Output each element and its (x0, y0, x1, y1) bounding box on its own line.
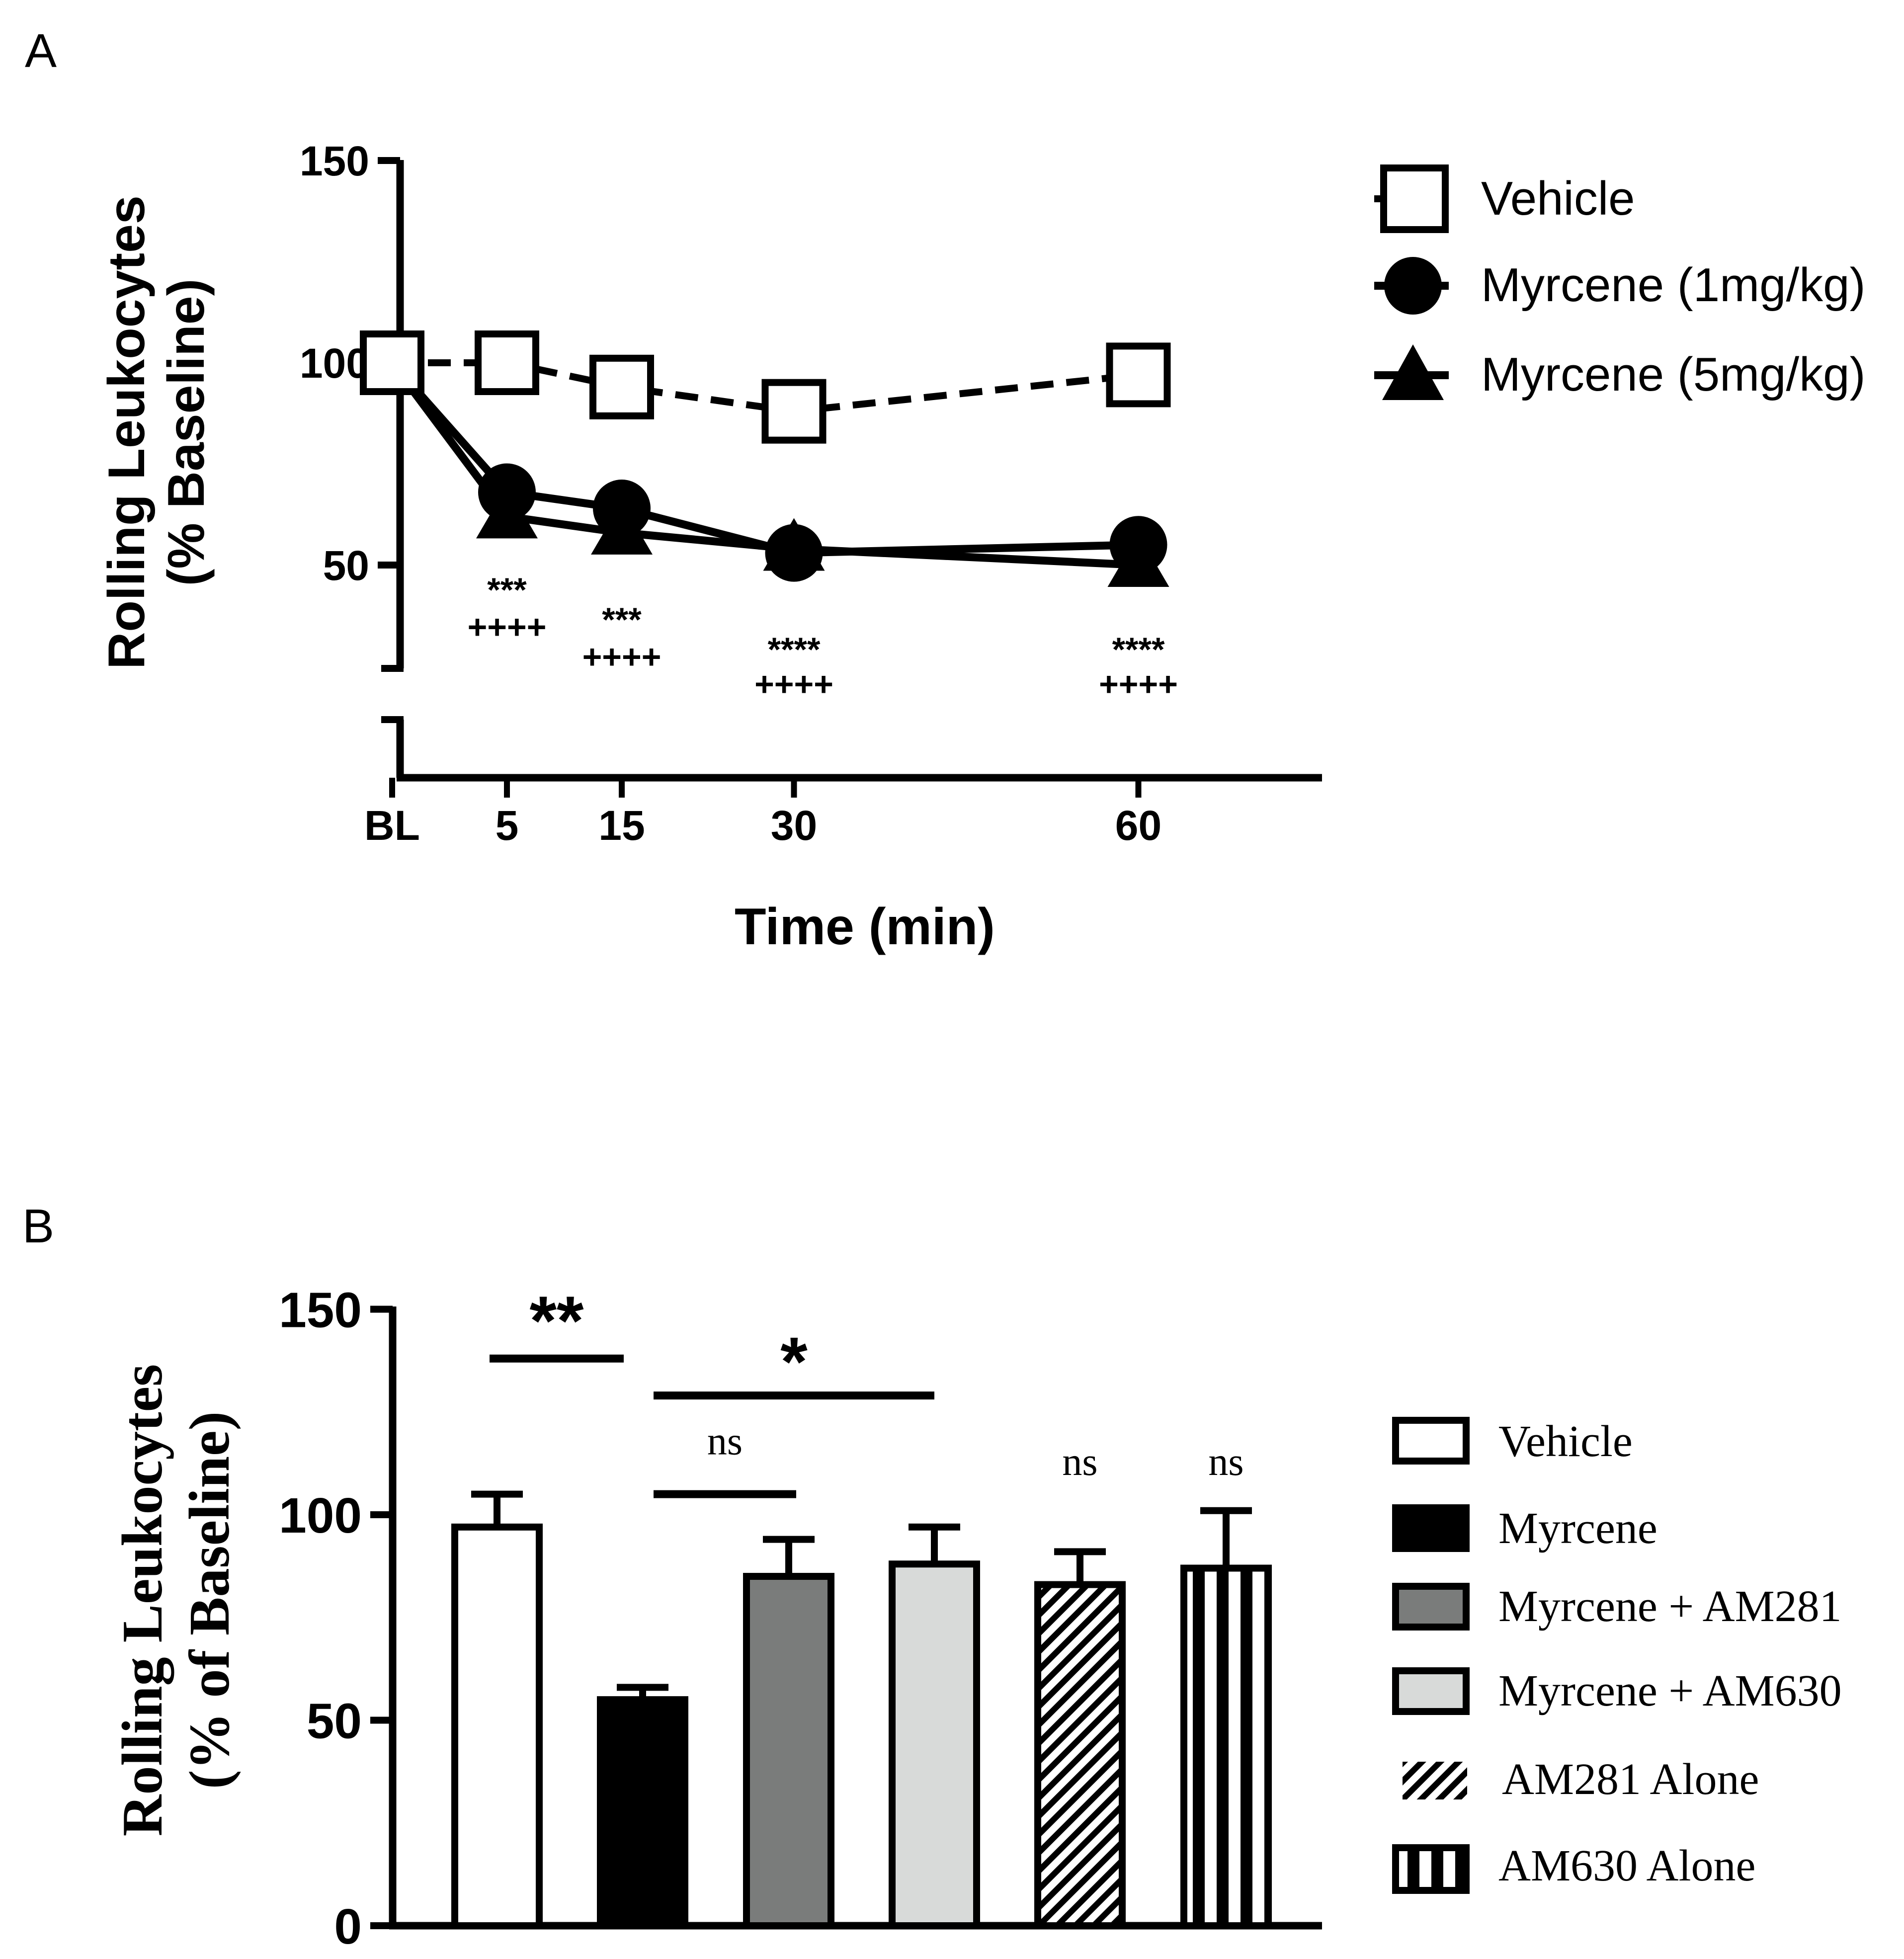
panel-b-bar-4 (1034, 1581, 1126, 1930)
panel-a-y-axis-title-line1: Rolling Leukocytes (98, 195, 156, 669)
legend-b-myrcene-am281-swatch (1392, 1583, 1470, 1631)
panel-a-x-tick-label-15: 15 (598, 802, 645, 849)
panel-a-x-tick-label-60: 60 (1115, 802, 1161, 849)
panel-b-axes (389, 1306, 1322, 1930)
legend-b-am281-alone-label: AM281 Alone (1502, 1755, 1759, 1804)
panel-a-x-axis-title: Time (min) (735, 898, 995, 956)
panel-b-bar-0 (451, 1523, 543, 1930)
legend-a-myrcene-1-label: Myrcene (1mg/kg) (1481, 258, 1866, 312)
panel-b-annotation-1: * (780, 1322, 808, 1400)
panel-a-marker-s1-p4 (1109, 516, 1167, 574)
legend-b-myrcene-label: Myrcene (1498, 1504, 1657, 1553)
panel-a-plus-30: ++++ (754, 665, 833, 703)
panel-a-x-ticks: BL 5 15 30 60 (364, 778, 1161, 849)
panel-a-stars-15: *** (602, 601, 642, 639)
panel-a-marker-s0-p4 (1106, 342, 1171, 408)
panel-b-y-tick-label-50: 50 (307, 1694, 362, 1749)
legend-b-am630-alone-label: AM630 Alone (1498, 1841, 1756, 1890)
legend-b-am281-alone-swatch (1403, 1762, 1467, 1799)
panel-a-plus-15: ++++ (582, 638, 662, 676)
legend-b-myrcene-am281-label: Myrcene + AM281 (1498, 1582, 1842, 1631)
panel-a-annotations: ***++++ ***++++ ****++++****++++ (468, 571, 1178, 703)
panel-a-axes (381, 160, 1322, 782)
panel-b-y-ticks: 0 50 100 150 (279, 1283, 393, 1955)
panel-b-annotation-0: ** (530, 1282, 584, 1360)
panel-b-bar-1 (597, 1696, 688, 1929)
panel-b-label: B (22, 1200, 54, 1253)
panel-b-y-tick-label-100: 100 (279, 1488, 362, 1544)
panel-a-stars-30: **** (768, 631, 821, 668)
panel-a-y-ticks: 50 100 150 (300, 138, 400, 589)
panel-b-bar-5 (1180, 1564, 1272, 1929)
legend-a-myrcene-5-label: Myrcene (5mg/kg) (1481, 348, 1866, 401)
panel-b-annotation-4: ns (1208, 1440, 1243, 1484)
panel-a-series (360, 330, 1171, 587)
panel-b-bar-3 (889, 1560, 980, 1929)
panel-a-plus-5: ++++ (468, 608, 547, 646)
panel-b-y-tick-label-150: 150 (279, 1283, 362, 1338)
panel-a-marker-s1-p3 (765, 524, 823, 582)
panel-b-annotation-3: ns (1062, 1440, 1097, 1484)
panel-a-y-tick-label-150: 150 (300, 138, 369, 184)
panel-a-marker-s1-p2 (593, 480, 651, 538)
legend-b-vehicle-swatch (1392, 1417, 1470, 1465)
panel-b-y-tick-label-0: 0 (334, 1899, 362, 1955)
panel-a-legend: Vehicle Myrcene (1mg/kg) Myrcene (5mg/kg… (1374, 164, 1866, 401)
panel-b-y-axis-title-line1: Rolling Leukocytes (111, 1364, 174, 1837)
panel-a-marker-s1-p1 (478, 463, 536, 521)
panel-a-y-tick-label-100: 100 (300, 340, 369, 387)
panel-b-legend: Vehicle Myrcene Myrcene + AM281 Myrcene … (1392, 1417, 1842, 1894)
legend-b-vehicle-label: Vehicle (1498, 1417, 1633, 1466)
legend-a-vehicle-label: Vehicle (1481, 172, 1635, 225)
panel-b-annotations: ***ns ns ns (490, 1282, 1244, 1498)
panel-a-marker-s0-p3 (761, 379, 827, 444)
panel-a-y-tick-label-50: 50 (323, 542, 369, 589)
panel-a-stars-60: **** (1112, 631, 1165, 668)
panel-b-bar-2 (743, 1573, 834, 1930)
panel-b-bars (451, 1490, 1272, 1930)
panel-a-x-tick-label-30: 30 (771, 802, 817, 849)
legend-a-marker-1 (1384, 257, 1442, 315)
legend-a-marker-0 (1380, 164, 1449, 233)
panel-a-marker-s0-p1 (475, 330, 539, 395)
legend-b-myrcene-am630-label: Myrcene + AM630 (1498, 1666, 1842, 1715)
legend-b-myrcene-swatch (1392, 1504, 1470, 1552)
panel-b-bar-chart: B 0 50 100 150 Rolling Leukocytes (% of Bas… (22, 1200, 1842, 1955)
legend-a-marker-2 (1382, 344, 1444, 400)
legend-b-am630-alone-swatch (1392, 1844, 1470, 1894)
panel-a-plus-60: ++++ (1099, 665, 1178, 703)
panel-a-y-axis-title-line2: (% Baseline) (158, 279, 215, 586)
panel-a-x-tick-label-5: 5 (496, 802, 519, 849)
panel-a-x-tick-label-BL: BL (364, 802, 420, 849)
panel-a-label: A (25, 24, 57, 78)
panel-a-marker-s0-p0 (360, 330, 424, 395)
legend-b-myrcene-am630-swatch (1392, 1667, 1470, 1715)
panel-b-y-axis-title-line2: (% of Baseline) (178, 1411, 242, 1789)
panel-b-annotation-2: ns (707, 1420, 743, 1464)
panel-a-marker-s0-p2 (589, 354, 654, 419)
panel-a-stars-5: *** (487, 571, 527, 609)
